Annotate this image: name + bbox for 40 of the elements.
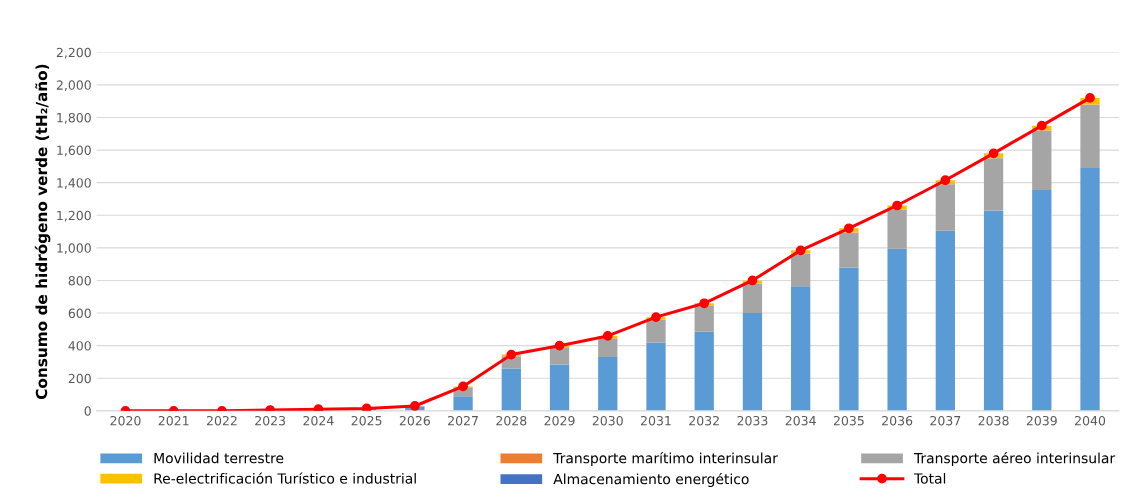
x-tick-label: 2031 <box>641 415 671 426</box>
x-tick-label: 2037 <box>930 415 961 426</box>
y-tick-label: 1,600 <box>57 145 91 157</box>
legend-label: Almacenamiento energético <box>553 472 749 487</box>
y-tick-label: 600 <box>68 308 91 318</box>
y-tick-label: 1,000 <box>57 243 91 255</box>
x-tick-label: 2035 <box>833 415 864 426</box>
legend-label: Total <box>913 472 946 484</box>
y-tick-label: 1,400 <box>57 178 91 189</box>
y-tick-label: 2,000 <box>56 80 91 92</box>
y-tick-label: 1,800 <box>57 112 91 124</box>
x-tick-label: 2034 <box>785 415 816 426</box>
x-tick-label: 2025 <box>351 415 382 426</box>
x-tick-label: 2033 <box>737 415 768 426</box>
x-tick-label: 2032 <box>689 415 719 426</box>
y-tick-label: 0 <box>84 406 91 416</box>
x-tick-label: 2022 <box>206 415 237 426</box>
x-tick-label: 2036 <box>882 415 913 426</box>
y-tick-label: 400 <box>68 341 91 351</box>
x-tick-label: 2038 <box>978 415 1009 426</box>
x-tick-label: 2026 <box>399 415 430 426</box>
y-tick-label: 200 <box>68 373 91 384</box>
legend-label: Movilidad terrestre <box>154 452 284 464</box>
legend-label: Transporte aéreo interinsular <box>913 452 1116 467</box>
x-tick-label: 2020 <box>110 415 141 426</box>
x-tick-label: 2023 <box>255 415 286 426</box>
x-tick-label: 2029 <box>544 415 575 426</box>
y-tick-label: 800 <box>68 275 91 286</box>
legend-label: Re-electrificación Turístico e industrial <box>154 472 416 484</box>
x-tick-label: 2028 <box>496 415 527 426</box>
x-tick-label: 2040 <box>1075 415 1106 426</box>
y-tick-label: 1,200 <box>57 210 91 222</box>
x-tick-label: 2027 <box>448 415 478 426</box>
legend-label: Transporte marítimo interinsular <box>553 452 778 467</box>
y-tick-label: 2,200 <box>56 47 91 59</box>
x-tick-label: 2021 <box>158 415 189 426</box>
y-axis-title: Consumo de hidrógeno verde (tH₂/año) <box>34 64 51 400</box>
x-tick-label: 2030 <box>592 415 623 426</box>
x-tick-label: 2024 <box>303 415 334 426</box>
x-tick-label: 2039 <box>1026 415 1057 426</box>
